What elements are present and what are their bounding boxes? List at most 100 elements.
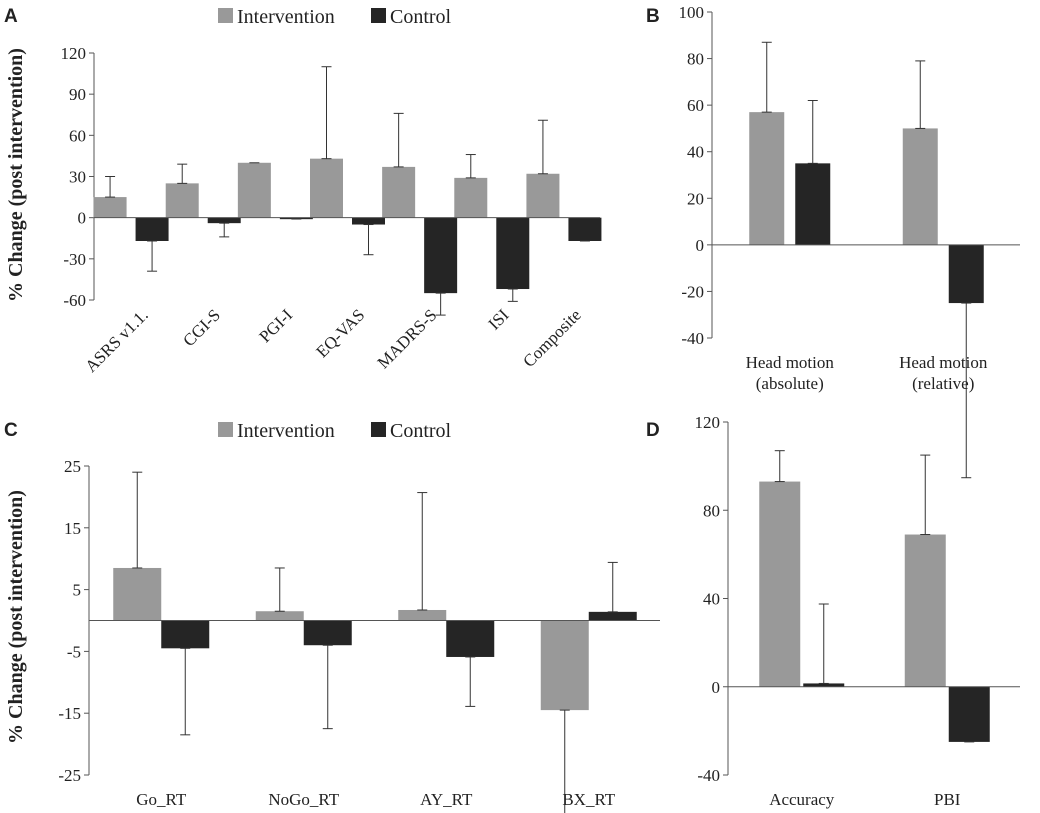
legend-bottom: Intervention Control bbox=[218, 420, 452, 442]
legend-swatch-intervention bbox=[218, 8, 233, 23]
x-category-label: Head motion (absolute) bbox=[746, 353, 835, 393]
y-tick-label: 120 bbox=[695, 413, 721, 432]
x-category-label-line: (relative) bbox=[912, 374, 974, 393]
y-tick-label: 25 bbox=[64, 457, 81, 476]
legend-swatch-control-c bbox=[371, 422, 386, 437]
x-category-label: EQ-VAS bbox=[312, 305, 368, 361]
x-category-label: NoGo_RT bbox=[268, 790, 339, 809]
panel-letter-c: C bbox=[4, 420, 18, 441]
bar-intervention bbox=[255, 611, 304, 621]
bar-intervention bbox=[904, 534, 946, 687]
y-tick-label: 80 bbox=[703, 501, 720, 520]
x-category-label: Go_RT bbox=[136, 790, 187, 809]
x-category-label-line: BX_RT bbox=[562, 790, 615, 809]
y-tick-label: 20 bbox=[687, 189, 704, 208]
bar-intervention bbox=[165, 183, 199, 218]
legend-label-control-c: Control bbox=[390, 420, 452, 442]
ylabel-panel-c: % Change (post intervention) bbox=[5, 490, 27, 744]
y-tick-label: -25 bbox=[58, 766, 81, 785]
y-tick-label: 120 bbox=[61, 44, 87, 63]
x-category-label-line: Head motion bbox=[746, 353, 835, 372]
y-tick-label: 30 bbox=[69, 168, 86, 187]
y-tick-label: 0 bbox=[712, 678, 721, 697]
bar-intervention bbox=[749, 112, 785, 245]
bar-intervention bbox=[398, 609, 447, 621]
x-category-label: ASRS v1.1. bbox=[81, 305, 152, 376]
bar-control bbox=[948, 686, 990, 742]
bar-intervention bbox=[526, 173, 560, 218]
x-category-label: PGI-I bbox=[255, 305, 296, 346]
panel-letter-a: A bbox=[4, 6, 18, 27]
ylabel-panel-a: % Change (post intervention) bbox=[5, 48, 27, 302]
x-category-label: MADRS-S bbox=[374, 305, 441, 372]
chart-panel-c: 25 15 5 -5 -15 -25 Go_RT NoGo_RT AY_RT BX_RT bbox=[58, 457, 660, 813]
bar-control bbox=[568, 217, 602, 241]
bar-intervention bbox=[759, 481, 801, 687]
bar-control bbox=[161, 620, 210, 649]
y-tick-label: -40 bbox=[681, 329, 704, 348]
bar-control bbox=[795, 163, 831, 245]
y-tick-label: 90 bbox=[69, 85, 86, 104]
legend-swatch-intervention-c bbox=[218, 422, 233, 437]
y-tick-label: 15 bbox=[64, 519, 81, 538]
legend-label-control: Control bbox=[390, 6, 452, 28]
y-tick-label: -20 bbox=[681, 282, 704, 301]
bar-control bbox=[446, 620, 495, 657]
y-tick-label: 0 bbox=[78, 209, 87, 228]
bar-control bbox=[803, 683, 845, 687]
x-category-label-line: Head motion bbox=[899, 353, 988, 372]
bar-intervention bbox=[902, 128, 938, 245]
x-category-label-line: Accuracy bbox=[769, 790, 835, 809]
y-tick-label: -40 bbox=[697, 766, 720, 785]
legend-label-intervention-c: Intervention bbox=[237, 420, 335, 442]
panel-letter-b: B bbox=[646, 6, 660, 27]
legend-swatch-control bbox=[371, 8, 386, 23]
bar-control bbox=[279, 217, 313, 220]
y-tick-label: 80 bbox=[687, 50, 704, 69]
bar-control bbox=[496, 217, 530, 290]
bar-control bbox=[948, 244, 984, 304]
x-category-label-line: Go_RT bbox=[136, 790, 187, 809]
bar-intervention bbox=[454, 177, 488, 218]
y-tick-label: 100 bbox=[679, 3, 705, 22]
y-tick-label: -5 bbox=[67, 642, 81, 661]
panel-letter-d: D bbox=[646, 420, 660, 441]
legend-top: Intervention Control bbox=[218, 6, 452, 28]
y-tick-label: 60 bbox=[687, 96, 704, 115]
x-category-label-line: (absolute) bbox=[756, 374, 824, 393]
bar-intervention bbox=[310, 158, 343, 218]
bar-control bbox=[588, 611, 637, 621]
bar-control bbox=[424, 217, 458, 294]
y-tick-label: 40 bbox=[687, 143, 704, 162]
x-category-label: PBI bbox=[934, 790, 961, 809]
y-tick-label: 0 bbox=[696, 236, 705, 255]
x-category-label: Head motion (relative) bbox=[899, 353, 988, 393]
x-category-label-line: PBI bbox=[934, 790, 961, 809]
bar-intervention bbox=[93, 197, 127, 218]
bar-intervention bbox=[540, 620, 589, 711]
x-category-label-line: AY_RT bbox=[420, 790, 473, 809]
x-category-label: Composite bbox=[519, 305, 585, 371]
x-category-label: AY_RT bbox=[420, 790, 473, 809]
legend-label-intervention: Intervention bbox=[237, 6, 335, 28]
bar-control bbox=[303, 620, 352, 646]
y-tick-label: -60 bbox=[63, 291, 86, 310]
y-tick-label: -15 bbox=[58, 704, 81, 723]
bar-intervention bbox=[382, 166, 416, 218]
x-category-label-line: NoGo_RT bbox=[268, 790, 339, 809]
x-category-label: ISI bbox=[484, 305, 512, 333]
chart-panel-d: 120 80 40 0 -40 Accuracy PBI bbox=[695, 413, 1020, 809]
y-tick-label: 60 bbox=[69, 126, 86, 145]
x-category-label: BX_RT bbox=[562, 790, 615, 809]
x-category-label: Accuracy bbox=[769, 790, 835, 809]
bar-intervention bbox=[237, 162, 271, 218]
y-tick-label: 5 bbox=[73, 581, 82, 600]
bar-control bbox=[135, 217, 169, 241]
bar-control bbox=[352, 217, 385, 225]
bar-intervention bbox=[113, 567, 162, 621]
bar-control bbox=[207, 217, 241, 224]
y-tick-label: 40 bbox=[703, 590, 720, 609]
